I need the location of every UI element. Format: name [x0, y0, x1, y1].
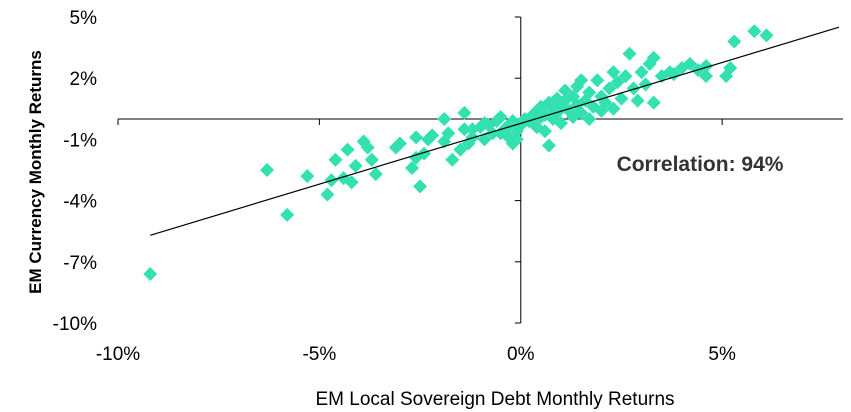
- y-tick-label: -7%: [63, 253, 97, 274]
- data-point: [602, 81, 617, 96]
- data-point: [392, 136, 407, 151]
- data-point: [610, 75, 625, 90]
- data-point: [405, 160, 420, 175]
- data-point: [320, 187, 335, 202]
- data-point: [554, 116, 569, 131]
- y-tick-label: -10%: [53, 314, 97, 335]
- data-point: [344, 175, 359, 190]
- data-point: [723, 61, 738, 75]
- data-point: [618, 69, 633, 84]
- y-tick-label: 5%: [70, 8, 98, 29]
- data-point: [537, 124, 552, 139]
- data-point: [646, 95, 661, 110]
- data-point: [364, 152, 379, 167]
- trendline: [150, 26, 840, 236]
- data-point: [409, 130, 424, 145]
- data-point: [699, 58, 714, 73]
- data-point: [759, 28, 774, 43]
- data-point: [582, 85, 597, 100]
- data-point: [582, 112, 597, 126]
- data-point: [747, 24, 762, 39]
- data-point: [541, 138, 556, 153]
- data-point: [260, 163, 275, 177]
- data-point: [493, 109, 508, 124]
- y-tick-label: -4%: [63, 192, 97, 213]
- data-point: [425, 128, 440, 143]
- data-point: [413, 179, 428, 194]
- data-point: [445, 152, 460, 167]
- data-point: [574, 73, 589, 88]
- data-point: [457, 122, 472, 137]
- data-point: [638, 77, 653, 92]
- data-point: [348, 158, 363, 173]
- y-tick-label: -1%: [63, 130, 97, 151]
- data-point: [682, 56, 697, 71]
- x-tick-label: 0%: [507, 344, 535, 365]
- data-point: [457, 105, 472, 120]
- x-tick-label: 5%: [708, 344, 736, 365]
- data-point: [590, 73, 605, 88]
- data-point: [606, 65, 621, 80]
- data-point: [280, 207, 295, 222]
- data-point: [485, 126, 500, 141]
- y-tick-label: 2%: [70, 69, 98, 90]
- data-point: [453, 142, 468, 157]
- data-point: [574, 105, 589, 120]
- data-point: [300, 169, 315, 184]
- data-point: [509, 124, 524, 139]
- x-tick-label: -10%: [96, 344, 140, 365]
- data-point: [417, 146, 432, 161]
- tick-labels: -10% -5% 0% 5% 5% 2% -1% -4% -7% -10%: [53, 8, 736, 365]
- data-point: [328, 152, 343, 167]
- correlation-annotation: Correlation: 94%: [617, 153, 784, 176]
- data-point: [143, 267, 158, 282]
- data-point: [437, 112, 452, 126]
- data-point: [614, 91, 629, 106]
- data-point: [368, 167, 383, 182]
- trendline-group: [150, 26, 840, 236]
- data-point: [699, 69, 714, 84]
- data-point: [509, 132, 524, 147]
- x-axis-label: EM Local Sovereign Debt Monthly Returns: [315, 389, 674, 410]
- data-point: [630, 93, 645, 108]
- data-point: [622, 46, 637, 61]
- data-point: [360, 140, 375, 155]
- data-point: [558, 83, 573, 98]
- data-point: [340, 142, 355, 157]
- data-point: [727, 34, 742, 49]
- data-point: [441, 126, 456, 141]
- x-tick-label: -5%: [302, 344, 336, 365]
- data-point: [626, 81, 641, 96]
- data-point: [606, 101, 621, 116]
- y-axis-label: EM Currency Monthly Returns: [26, 50, 45, 294]
- axes: [117, 16, 843, 324]
- data-point: [634, 65, 649, 80]
- data-point: [646, 50, 661, 65]
